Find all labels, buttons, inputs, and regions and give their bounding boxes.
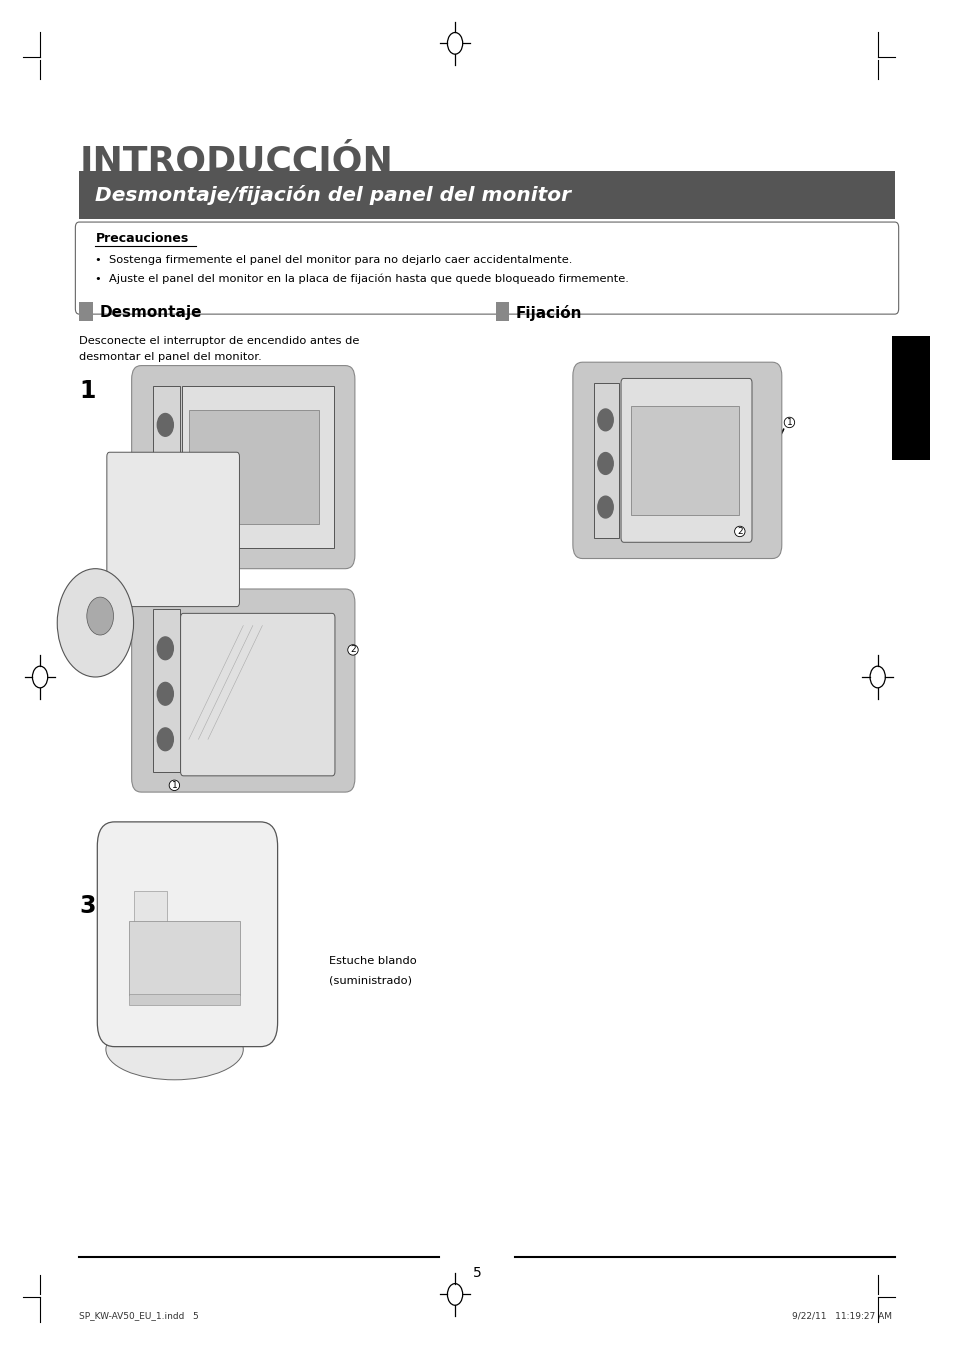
- Text: desmontar el panel del monitor.: desmontar el panel del monitor.: [79, 352, 262, 363]
- Text: 9/22/11   11:19:27 AM: 9/22/11 11:19:27 AM: [791, 1312, 891, 1320]
- Circle shape: [57, 569, 133, 677]
- Circle shape: [157, 636, 173, 659]
- Text: •  Ajuste el panel del monitor en la placa de fijación hasta que quede bloqueado: • Ajuste el panel del monitor en la plac…: [95, 274, 629, 284]
- Bar: [152, 386, 179, 548]
- FancyBboxPatch shape: [97, 822, 277, 1047]
- Text: •  Sostenga firmemente el panel del monitor para no dejarlo caer accidentalmente: • Sostenga firmemente el panel del monit…: [95, 255, 572, 265]
- Text: 1: 1: [79, 379, 95, 403]
- Circle shape: [157, 728, 173, 750]
- FancyBboxPatch shape: [620, 378, 751, 542]
- Bar: [891, 336, 929, 460]
- Bar: [152, 609, 179, 772]
- Bar: [630, 406, 739, 515]
- Circle shape: [157, 505, 173, 527]
- FancyBboxPatch shape: [180, 613, 335, 776]
- Text: 3: 3: [79, 894, 95, 918]
- Text: Desmontaje/fijación del panel del monitor: Desmontaje/fijación del panel del monito…: [95, 185, 571, 204]
- Text: INTRODUCCIÓN: INTRODUCCIÓN: [79, 145, 393, 179]
- Text: 2: 2: [737, 527, 741, 536]
- Text: 2: 2: [79, 612, 95, 636]
- Circle shape: [157, 682, 173, 705]
- Bar: [79, 302, 92, 321]
- Text: ESPAÑOL: ESPAÑOL: [905, 375, 915, 421]
- Bar: [181, 386, 334, 548]
- Bar: [79, 171, 894, 219]
- Bar: [496, 302, 509, 321]
- Text: SP_KW-AV50_EU_1.indd   5: SP_KW-AV50_EU_1.indd 5: [79, 1312, 199, 1320]
- Bar: [189, 410, 319, 524]
- Text: (suministrado): (suministrado): [329, 975, 412, 986]
- Text: 1: 1: [172, 781, 177, 789]
- Circle shape: [87, 597, 113, 635]
- FancyBboxPatch shape: [132, 366, 355, 569]
- Circle shape: [598, 409, 613, 431]
- Text: 1: 1: [785, 418, 792, 427]
- FancyBboxPatch shape: [572, 362, 781, 558]
- Text: Estuche blando: Estuche blando: [329, 956, 416, 967]
- Circle shape: [598, 496, 613, 519]
- Bar: [129, 994, 240, 1005]
- FancyBboxPatch shape: [132, 589, 355, 792]
- Text: Fijación: Fijación: [515, 305, 581, 321]
- Bar: [133, 891, 167, 921]
- Bar: [593, 382, 618, 538]
- Text: 5: 5: [472, 1266, 481, 1280]
- FancyBboxPatch shape: [75, 222, 898, 314]
- Text: 2: 2: [350, 646, 355, 654]
- Circle shape: [157, 413, 173, 436]
- Text: Precauciones: Precauciones: [95, 232, 189, 245]
- Circle shape: [598, 452, 613, 474]
- Text: Desmontaje: Desmontaje: [99, 305, 201, 321]
- Ellipse shape: [106, 1018, 243, 1079]
- Bar: [129, 921, 240, 995]
- FancyBboxPatch shape: [107, 452, 239, 607]
- Circle shape: [157, 459, 173, 482]
- Text: Desconecte el interruptor de encendido antes de: Desconecte el interruptor de encendido a…: [79, 336, 359, 347]
